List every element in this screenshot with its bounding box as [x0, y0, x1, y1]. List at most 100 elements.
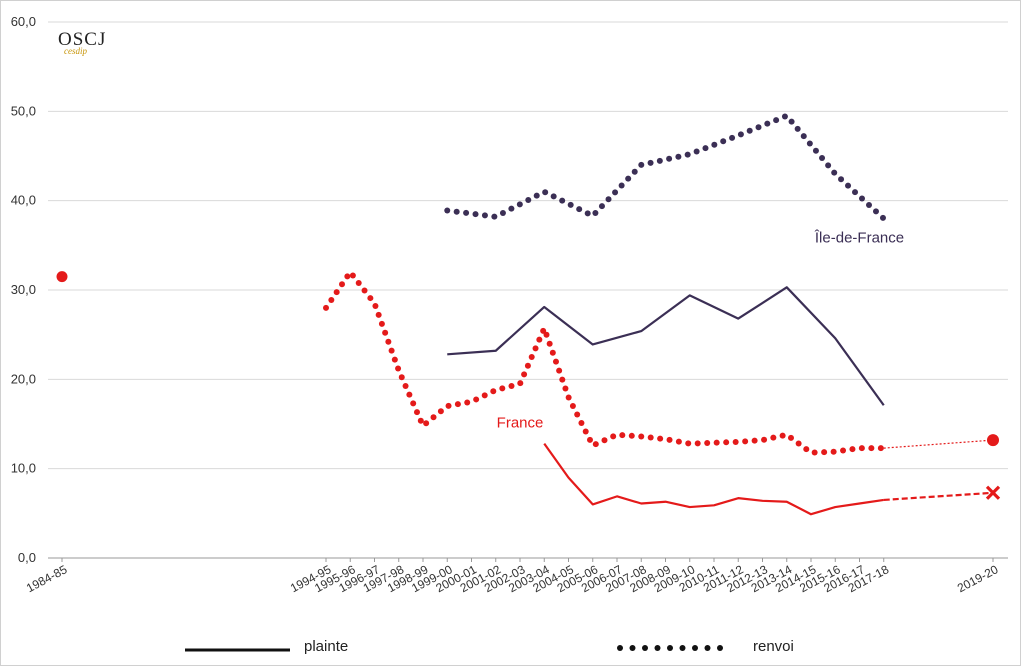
series-dot: [552, 358, 559, 365]
series-dot: [413, 409, 420, 416]
series-dot: [865, 201, 872, 208]
series-dot: [565, 394, 572, 401]
y-axis-ticks: 0,0 10,0 20,0 30,0 40,0 50,0 60,0: [11, 14, 36, 565]
series-dot: [723, 439, 730, 446]
series-dot: [524, 362, 531, 369]
series-dot: [638, 161, 645, 168]
series-dot: [685, 440, 692, 447]
series-annotation: France: [497, 415, 544, 432]
series-dot: [830, 448, 837, 455]
series-dot: [454, 401, 461, 408]
series-dot: [398, 374, 405, 381]
legend-dot: [679, 645, 686, 651]
series-dot: [339, 281, 346, 288]
series-line-plainte: [543, 443, 884, 516]
legend-dot: [704, 645, 711, 651]
series-dot: [605, 196, 612, 203]
y-tick-label: 60,0: [11, 14, 36, 29]
series-dot: [858, 445, 865, 452]
series-dot: [693, 148, 700, 155]
series-dot: [574, 411, 581, 418]
legend: plainte renvoi: [185, 638, 794, 655]
series-dot: [355, 280, 362, 287]
legend-dot: [654, 645, 661, 651]
series-dot: [375, 311, 382, 318]
series-dot: [464, 399, 471, 406]
series-dot: [525, 196, 532, 203]
series-dot: [395, 365, 402, 372]
series-dot: [598, 203, 605, 210]
series-annotation: Île-de-France: [814, 230, 904, 247]
y-tick-label: 50,0: [11, 103, 36, 118]
series-dot: [656, 157, 663, 164]
series-dot: [372, 302, 379, 309]
series-dot: [647, 434, 654, 441]
series-dot: [811, 449, 818, 456]
series-dot: [328, 297, 335, 304]
series-dot: [755, 124, 762, 131]
series-dot: [423, 420, 430, 427]
series-dot: [859, 195, 866, 202]
series-dot: [532, 345, 539, 352]
series-dot: [803, 446, 810, 453]
legend-dot: [629, 645, 636, 651]
series-dot: [536, 336, 543, 343]
series-dot: [543, 331, 550, 338]
series-dot: [838, 176, 845, 183]
series-dot: [819, 155, 826, 162]
series-dot: [402, 382, 409, 389]
series-dot: [840, 447, 847, 454]
series-dot: [385, 338, 392, 345]
y-tick-label: 20,0: [11, 371, 36, 386]
series-dot: [546, 340, 553, 347]
series-dot: [444, 207, 451, 214]
series-dot: [612, 189, 619, 196]
logo: OSCJ cesdip: [58, 29, 105, 56]
series-dot: [788, 118, 795, 125]
series-dot: [868, 445, 875, 452]
x-tick-label: 1984-85: [24, 562, 70, 595]
legend-plainte-label: plainte: [304, 638, 348, 655]
series-dot: [499, 210, 506, 217]
series-dot: [657, 435, 664, 442]
series-dot: [388, 347, 395, 354]
legend-dot: [717, 645, 723, 651]
y-tick-label: 40,0: [11, 193, 36, 208]
series-dot: [729, 134, 736, 141]
series-dot: [582, 428, 589, 435]
series-dot: [559, 376, 566, 383]
series-dot: [702, 145, 709, 152]
series-line-plainte: [447, 286, 885, 406]
series-dot: [533, 192, 540, 199]
series-dot: [344, 273, 351, 280]
annotations: Île-de-France France: [497, 230, 904, 432]
series-dot: [562, 385, 569, 392]
series-dot: [508, 382, 515, 389]
series-dot: [584, 210, 591, 217]
series-dot: [720, 138, 727, 145]
series-dot: [578, 419, 585, 426]
series-dot: [825, 162, 832, 169]
y-tick-label: 30,0: [11, 282, 36, 297]
series-dot: [592, 210, 599, 217]
series-dot: [463, 209, 470, 216]
series-dot: [821, 449, 828, 456]
series-dot: [542, 189, 549, 196]
series-dot: [481, 212, 488, 219]
series-dot: [794, 125, 801, 132]
series-dot: [550, 193, 557, 200]
series-dot: [694, 440, 701, 447]
series-dot: [453, 208, 460, 215]
series-dot: [666, 436, 673, 443]
series-dot: [852, 189, 859, 196]
series-dot: [831, 169, 838, 176]
extension-line: [883, 439, 994, 449]
series-dot: [508, 205, 515, 212]
legend-renvoi-swatch: [617, 645, 723, 651]
x-axis-ticks: 1984-85 1994-951995-961996-971997-981998-…: [24, 558, 1001, 595]
series-dot: [528, 354, 535, 361]
series-dot: [628, 432, 635, 439]
series-dot: [684, 151, 691, 158]
series-dot: [417, 417, 424, 424]
